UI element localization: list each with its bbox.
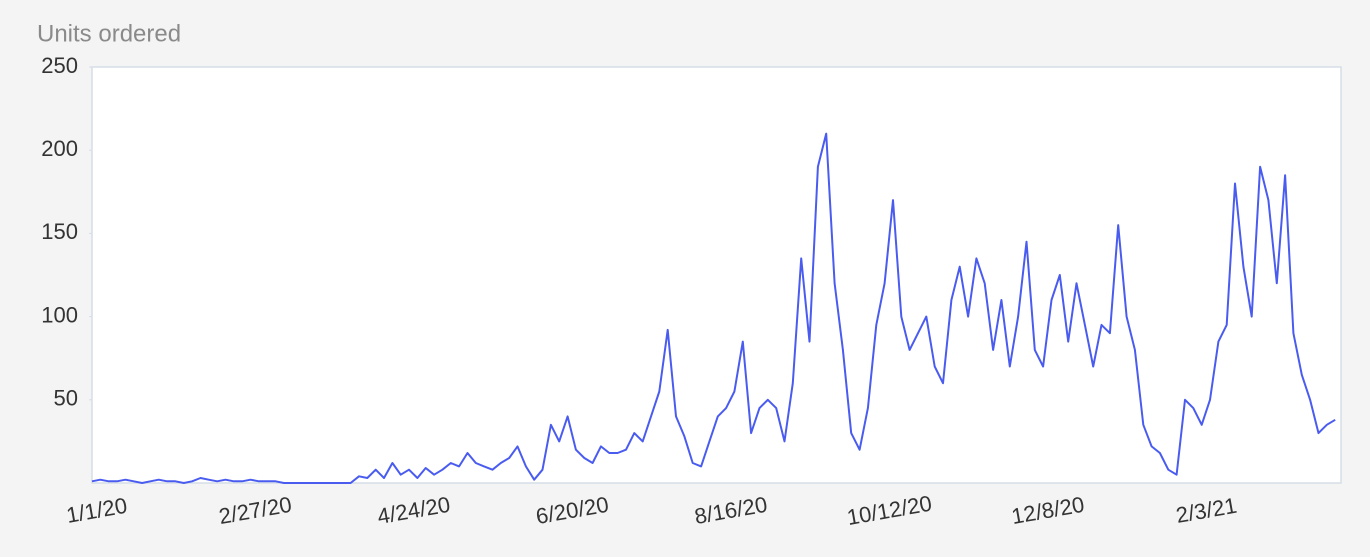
x-tick-label: 10/12/20 (845, 491, 934, 530)
y-tick-label: 250 (41, 53, 78, 78)
x-tick-label: 6/20/20 (534, 492, 611, 529)
data-line (91, 132, 1336, 484)
plot-area (91, 66, 1342, 484)
x-tick-label: 1/1/20 (64, 493, 129, 528)
x-tick-label: 12/8/20 (1010, 492, 1087, 529)
chart-title: Units ordered (37, 20, 181, 47)
x-tick-label: 2/27/20 (217, 492, 294, 529)
y-tick-label: 50 (54, 386, 78, 411)
y-tick-label: 200 (41, 136, 78, 161)
x-tick-label: 8/16/20 (692, 492, 769, 529)
x-tick-label: 2/3/21 (1174, 493, 1239, 528)
x-tick-label: 4/24/20 (375, 492, 452, 529)
y-tick-label: 150 (41, 219, 78, 244)
y-tick-label: 100 (41, 302, 78, 327)
